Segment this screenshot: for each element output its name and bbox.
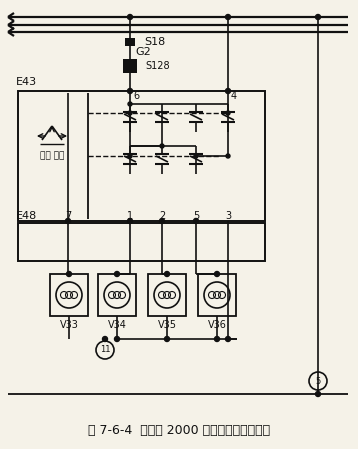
Circle shape	[67, 272, 72, 277]
Circle shape	[315, 14, 320, 19]
Text: 3: 3	[225, 211, 231, 221]
Circle shape	[226, 154, 230, 158]
Circle shape	[226, 111, 230, 115]
Circle shape	[115, 336, 120, 342]
Text: S18: S18	[144, 37, 165, 47]
Circle shape	[164, 336, 169, 342]
Circle shape	[66, 219, 71, 224]
Circle shape	[160, 144, 164, 148]
Circle shape	[194, 219, 198, 224]
Text: 上下 左右: 上下 左右	[40, 151, 64, 160]
Circle shape	[127, 14, 132, 19]
Circle shape	[102, 336, 107, 342]
Text: V34: V34	[107, 320, 126, 330]
Text: 1: 1	[127, 211, 133, 221]
Circle shape	[226, 336, 231, 342]
Circle shape	[160, 219, 164, 224]
Text: E48: E48	[16, 211, 37, 221]
Text: 5: 5	[193, 211, 199, 221]
Circle shape	[127, 219, 132, 224]
Bar	[148, 274, 186, 316]
Bar	[125, 38, 135, 46]
Circle shape	[128, 111, 132, 115]
Text: E43: E43	[16, 77, 37, 87]
Bar	[50, 274, 88, 316]
Circle shape	[128, 154, 132, 158]
Bar	[98, 274, 136, 316]
Text: 2: 2	[159, 211, 165, 221]
Circle shape	[214, 272, 219, 277]
Text: 5: 5	[315, 377, 321, 386]
Text: 图 7-6-4  桑塔纳 2000 电动后视镜控制电路: 图 7-6-4 桑塔纳 2000 电动后视镜控制电路	[88, 424, 270, 437]
Text: V36: V36	[208, 320, 227, 330]
Circle shape	[127, 88, 132, 93]
Circle shape	[115, 272, 120, 277]
Bar	[18, 91, 265, 221]
Circle shape	[226, 88, 231, 93]
Text: G2: G2	[135, 47, 151, 57]
Circle shape	[164, 272, 169, 277]
Text: 11: 11	[100, 345, 110, 355]
Bar	[123, 59, 137, 73]
Bar	[18, 223, 265, 261]
Text: 6: 6	[133, 91, 139, 101]
Circle shape	[194, 154, 198, 158]
Text: 4: 4	[231, 91, 237, 101]
Bar	[198, 274, 236, 316]
Text: V33: V33	[59, 320, 78, 330]
Circle shape	[226, 14, 231, 19]
Circle shape	[128, 102, 132, 106]
Circle shape	[214, 336, 219, 342]
Text: V35: V35	[158, 320, 176, 330]
Text: S128: S128	[145, 61, 170, 71]
Circle shape	[315, 392, 320, 396]
Text: 7: 7	[65, 211, 71, 221]
